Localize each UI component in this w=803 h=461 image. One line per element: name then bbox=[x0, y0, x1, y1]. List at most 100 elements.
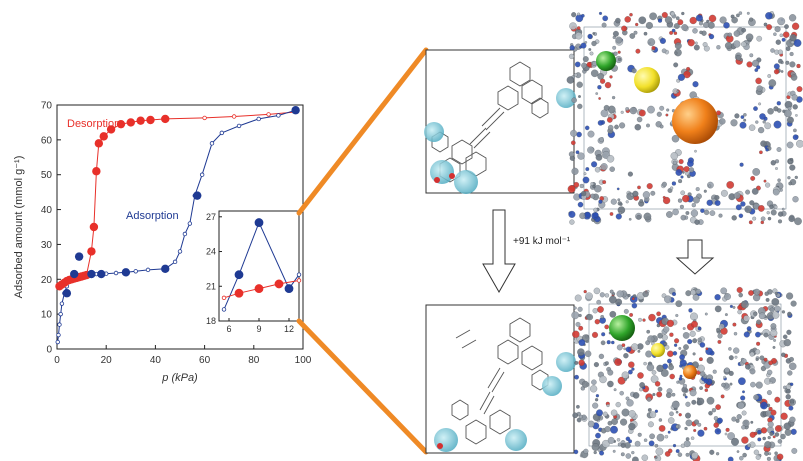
x-tick-label: 80 bbox=[248, 355, 260, 366]
x-tick-label: 100 bbox=[295, 355, 312, 366]
data-point-adsorption bbox=[113, 270, 119, 276]
data-point-adsorption bbox=[182, 231, 188, 237]
inset-marker-desorption bbox=[234, 288, 244, 298]
inset-marker-adsorption bbox=[234, 270, 244, 280]
molecule-panel-top bbox=[424, 49, 576, 194]
guest-sphere-yellow-contracted bbox=[651, 343, 665, 357]
inset-x-tick-label: 12 bbox=[284, 324, 294, 334]
guest-sphere-yellow bbox=[634, 67, 660, 93]
data-point-adsorption bbox=[187, 221, 193, 226]
adsorption-marker bbox=[70, 269, 79, 279]
y-tick-label: 50 bbox=[41, 170, 53, 181]
data-point-adsorption bbox=[57, 322, 62, 327]
adsorption-marker bbox=[161, 264, 170, 274]
molecule-panel-bottom bbox=[425, 304, 576, 454]
connector-top bbox=[296, 47, 429, 216]
y-tick-label: 10 bbox=[41, 310, 53, 321]
inset-marker-adsorption bbox=[284, 284, 294, 293]
data-point-adsorption bbox=[58, 311, 63, 317]
inset-y-tick-label: 27 bbox=[206, 212, 216, 222]
y-axis: 0 10 20 30 40 50 60 70 bbox=[41, 101, 61, 356]
adsorption-marker bbox=[62, 289, 72, 298]
main-plot: 0 20 40 60 80 100 0 10 20 30 40 50 60 70 Adsorbed am… bbox=[13, 101, 312, 385]
y-tick-label: 60 bbox=[41, 135, 53, 146]
adsorption-marker bbox=[121, 268, 131, 277]
desorption-marker bbox=[116, 119, 126, 129]
desorption-marker bbox=[92, 167, 101, 176]
main-plot-frame bbox=[56, 104, 304, 350]
inset-x-axis: 6 9 12 bbox=[226, 318, 294, 334]
inset-marker-desorption bbox=[296, 278, 302, 283]
x-tick-label: 40 bbox=[150, 355, 162, 366]
inset-y-tick-label: 24 bbox=[206, 247, 216, 257]
adsorption-marker bbox=[291, 106, 300, 115]
data-point-desorption bbox=[266, 112, 271, 117]
adsorption-marker bbox=[87, 269, 96, 279]
data-point-adsorption bbox=[236, 123, 242, 129]
desorption-marker bbox=[161, 114, 170, 124]
data-point-desorption bbox=[202, 115, 207, 121]
x-axis-label: p (kPa) bbox=[161, 372, 198, 384]
data-point-adsorption bbox=[172, 259, 178, 265]
structure-arrow bbox=[675, 239, 715, 275]
data-point-adsorption bbox=[276, 113, 281, 118]
desorption-marker bbox=[99, 132, 108, 141]
inset-y-tick-label: 21 bbox=[206, 281, 216, 291]
y-tick-label: 30 bbox=[41, 240, 53, 251]
desorption-label: Desorption bbox=[67, 118, 120, 130]
adsorption-marker bbox=[97, 269, 106, 279]
guest-sphere-orange-contracted bbox=[683, 365, 697, 379]
y-tick-label: 20 bbox=[41, 275, 53, 286]
transition-arrow bbox=[482, 209, 516, 294]
connector-bottom bbox=[296, 318, 429, 455]
inset-frame bbox=[218, 210, 300, 322]
inset-marker-adsorption bbox=[221, 307, 227, 312]
y-axis-label: Adsorbed amount (mmol g⁻¹) bbox=[13, 156, 25, 299]
desorption-marker bbox=[106, 125, 116, 134]
adsorption-label: Adsorption bbox=[126, 210, 179, 222]
inset-plot: 6 9 12 18 21 24 27 bbox=[206, 210, 302, 334]
data-point-adsorption bbox=[219, 130, 225, 136]
data-point-adsorption bbox=[133, 269, 138, 274]
x-tick-label: 60 bbox=[199, 355, 211, 366]
guest-sphere-green-contracted bbox=[609, 315, 635, 341]
desorption-marker bbox=[87, 247, 96, 256]
y-tick-label: 40 bbox=[41, 205, 53, 216]
inset-marker-adsorption bbox=[296, 272, 302, 277]
framework-structure-bottom bbox=[571, 286, 798, 461]
data-point-adsorption bbox=[56, 332, 61, 338]
data-point-adsorption bbox=[145, 267, 151, 273]
desorption-marker bbox=[136, 116, 145, 125]
inset-y-axis: 18 21 24 27 bbox=[206, 212, 222, 326]
guest-sphere-orange bbox=[672, 98, 718, 144]
desorption-marker bbox=[146, 115, 155, 125]
inset-marker-desorption bbox=[254, 284, 264, 293]
y-tick-label: 70 bbox=[41, 101, 53, 112]
data-point-adsorption bbox=[177, 249, 183, 254]
y-tick-label: 0 bbox=[46, 345, 52, 356]
zoom-connectors bbox=[296, 47, 429, 455]
inset-marker-adsorption bbox=[254, 218, 264, 227]
desorption-marker bbox=[126, 118, 135, 127]
desorption-marker bbox=[89, 222, 99, 232]
desorption-marker bbox=[94, 139, 104, 148]
inset-y-tick-label: 18 bbox=[206, 316, 216, 326]
inset-x-tick-label: 6 bbox=[226, 324, 231, 334]
x-tick-label: 20 bbox=[101, 355, 113, 366]
data-point-adsorption bbox=[256, 116, 261, 122]
inset-x-tick-label: 9 bbox=[256, 324, 261, 334]
data-point-adsorption bbox=[199, 172, 205, 177]
inset-marker-desorption bbox=[221, 295, 227, 301]
data-point-adsorption bbox=[209, 141, 215, 146]
x-axis: 0 20 40 60 80 100 bbox=[54, 345, 312, 366]
inset-marker-desorption bbox=[274, 279, 284, 289]
data-point-adsorption bbox=[55, 339, 60, 345]
adsorption-marker bbox=[193, 191, 202, 200]
data-point-adsorption bbox=[59, 301, 65, 306]
energy-label: +91 kJ mol⁻¹ bbox=[513, 236, 571, 247]
data-point-desorption bbox=[231, 114, 237, 119]
x-tick-label: 0 bbox=[54, 355, 60, 366]
adsorption-marker bbox=[74, 252, 84, 261]
guest-sphere-green bbox=[596, 51, 616, 71]
